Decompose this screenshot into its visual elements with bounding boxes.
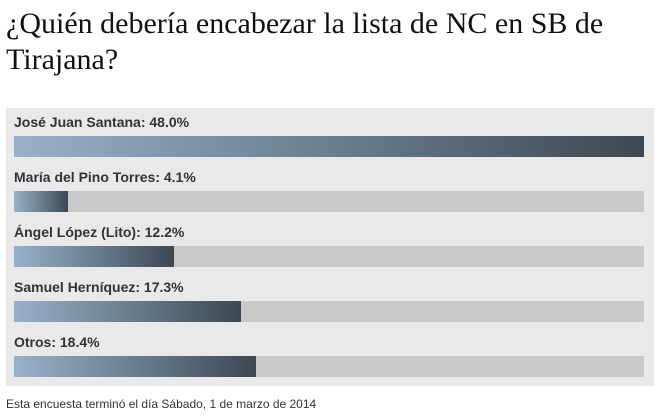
bar-lopez [14, 246, 174, 267]
option-label-herniquez: Samuel Herníquez: 17.3% [14, 279, 184, 295]
option-label-otros: Otros: 18.4% [14, 334, 100, 350]
poll-option: María del Pino Torres: 4.1% [6, 163, 654, 215]
poll-option: Ángel López (Lito): 12.2% [6, 218, 654, 270]
bar-otros [14, 356, 256, 377]
option-label-lopez: Ángel López (Lito): 12.2% [14, 224, 185, 240]
option-track [14, 136, 644, 157]
option-label-torres: María del Pino Torres: 4.1% [14, 169, 196, 185]
option-track [14, 301, 644, 322]
poll-results: José Juan Santana: 48.0% María del Pino … [6, 108, 654, 386]
bar-santana [14, 136, 644, 157]
option-track [14, 191, 644, 212]
bar-herniquez [14, 301, 241, 322]
poll-option: José Juan Santana: 48.0% [6, 108, 654, 160]
poll-option: Otros: 18.4% [6, 328, 654, 380]
option-track [14, 356, 644, 377]
option-track [14, 246, 644, 267]
poll-option: Samuel Herníquez: 17.3% [6, 273, 654, 325]
poll-end-note: Esta encuesta terminó el día Sábado, 1 d… [6, 397, 317, 411]
bar-torres [14, 191, 68, 212]
option-label-santana: José Juan Santana: 48.0% [14, 114, 190, 130]
poll-title: ¿Quién debería encabezar la lista de NC … [6, 7, 604, 76]
